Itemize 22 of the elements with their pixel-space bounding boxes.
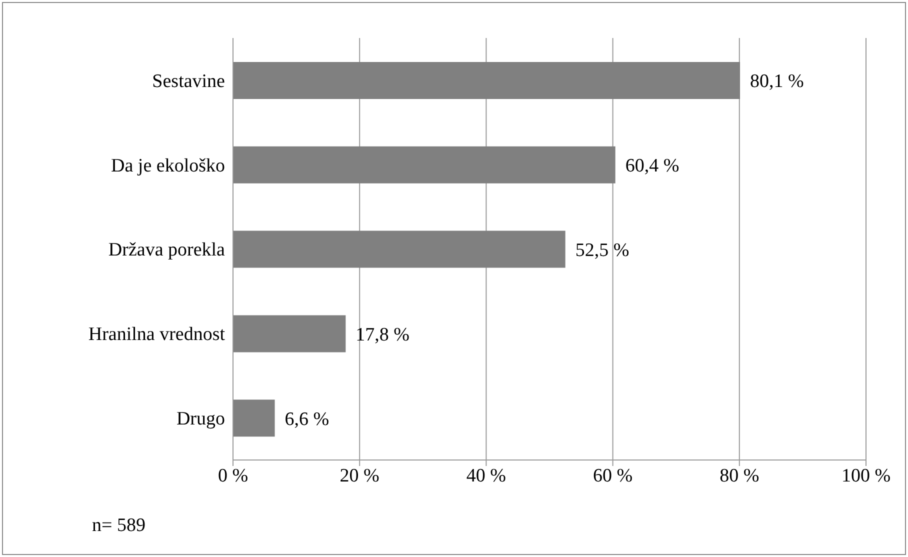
x-tick-label: 20 % [340,465,380,486]
text: n= 589 [92,515,146,537]
data-label: 6,6 % [284,408,330,430]
x-tick-label: 100 % [841,465,891,486]
y-tick-label: Država porekla [108,240,226,261]
x-tick-label: 80 % [720,465,760,486]
bar [233,146,616,184]
bar [233,400,275,437]
y-tick-label: Sestavine [152,70,225,92]
bar [233,230,566,268]
data-label: 17,8 % [356,324,410,346]
data-label: 52,5 % [575,240,630,262]
x-tick-label: 0 % [218,465,248,486]
bar [233,315,346,352]
data-label: 60,4 % [625,156,680,177]
x-tick-label: 40 % [466,465,506,486]
x-tick-label: 60 % [593,465,633,486]
y-tick-label: Drugo [176,408,225,430]
y-tick-label: Da je ekološko [111,155,225,176]
data-label: 80,1 % [750,71,804,92]
bar [233,62,740,99]
y-tick-label: Hranilna vrednost [88,324,226,346]
